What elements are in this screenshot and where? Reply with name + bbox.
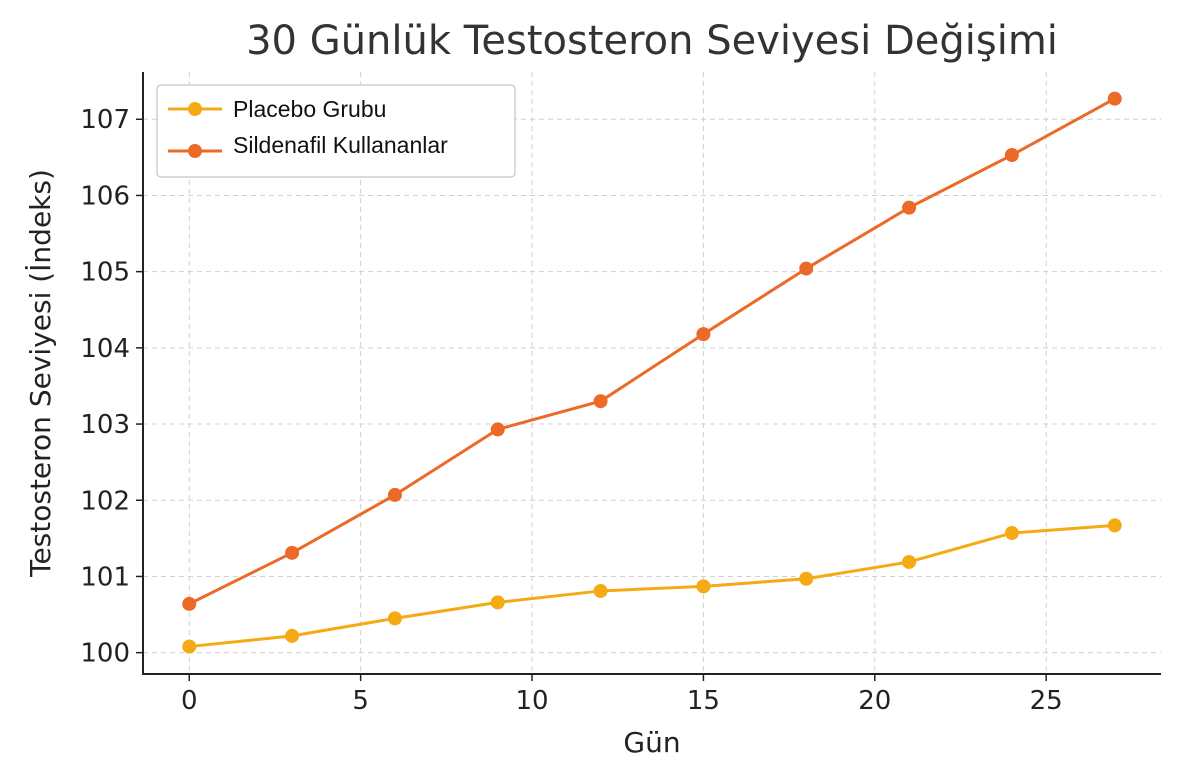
y-tick-label: 105 [80,258,130,288]
series-0 [182,518,1122,654]
legend-label-sildenafil: Sildenafil Kullananlar [233,132,448,158]
data-point [1004,148,1019,163]
legend: Placebo Grubu Sildenafil Kullananlar [156,84,516,178]
y-tick-label: 101 [80,562,130,592]
y-tick-label: 104 [80,334,130,364]
y-axis-title: Testosteron Seviyesi (İndeks) [24,169,57,578]
data-point [490,595,505,610]
legend-box [156,84,516,178]
data-point [902,200,917,215]
legend-item-placebo: Placebo Grubu [168,96,386,122]
data-point [593,583,608,598]
x-axis-title: Gün [623,726,680,759]
data-point [285,628,300,643]
axes [142,72,1161,675]
legend-label-placebo: Placebo Grubu [233,96,386,122]
data-point [182,596,197,611]
legend-item-sildenafil: Sildenafil Kullananlar [168,132,448,158]
x-tick-label: 15 [687,686,720,716]
data-point [1107,91,1122,106]
axis-ticks: 0 5 10 15 20 25 100 101 102 103 104 105 106 107 [80,105,1062,716]
data-point [593,394,608,409]
data-point [1107,518,1122,533]
series-line [188,97,1116,606]
x-tick-label: 0 [181,686,198,716]
data-point [285,545,300,560]
x-tick-label: 10 [515,686,548,716]
x-tick-label: 5 [352,686,369,716]
series-1 [182,91,1122,611]
legend-marker-placebo [188,102,202,116]
grid-lines [143,72,1161,674]
data-point [902,554,917,569]
data-point [182,639,197,654]
chart-title: 30 Günlük Testosteron Seviyesi Değişimi [246,18,1058,64]
data-point [490,422,505,437]
data-point [799,571,814,586]
data-point [696,579,711,594]
series-lines [182,91,1122,654]
legend-marker-sildenafil [188,144,202,158]
y-tick-label: 106 [80,181,130,211]
y-tick-label: 107 [80,105,130,135]
series-line [189,523,1115,649]
data-point [799,261,814,276]
data-point [1004,526,1019,541]
data-point [387,611,402,626]
x-tick-label: 20 [858,686,891,716]
x-tick-label: 25 [1030,686,1063,716]
data-point [696,327,711,342]
y-tick-label: 100 [80,639,130,669]
data-point [387,487,402,502]
y-tick-label: 102 [80,486,130,516]
y-tick-label: 103 [80,410,130,440]
